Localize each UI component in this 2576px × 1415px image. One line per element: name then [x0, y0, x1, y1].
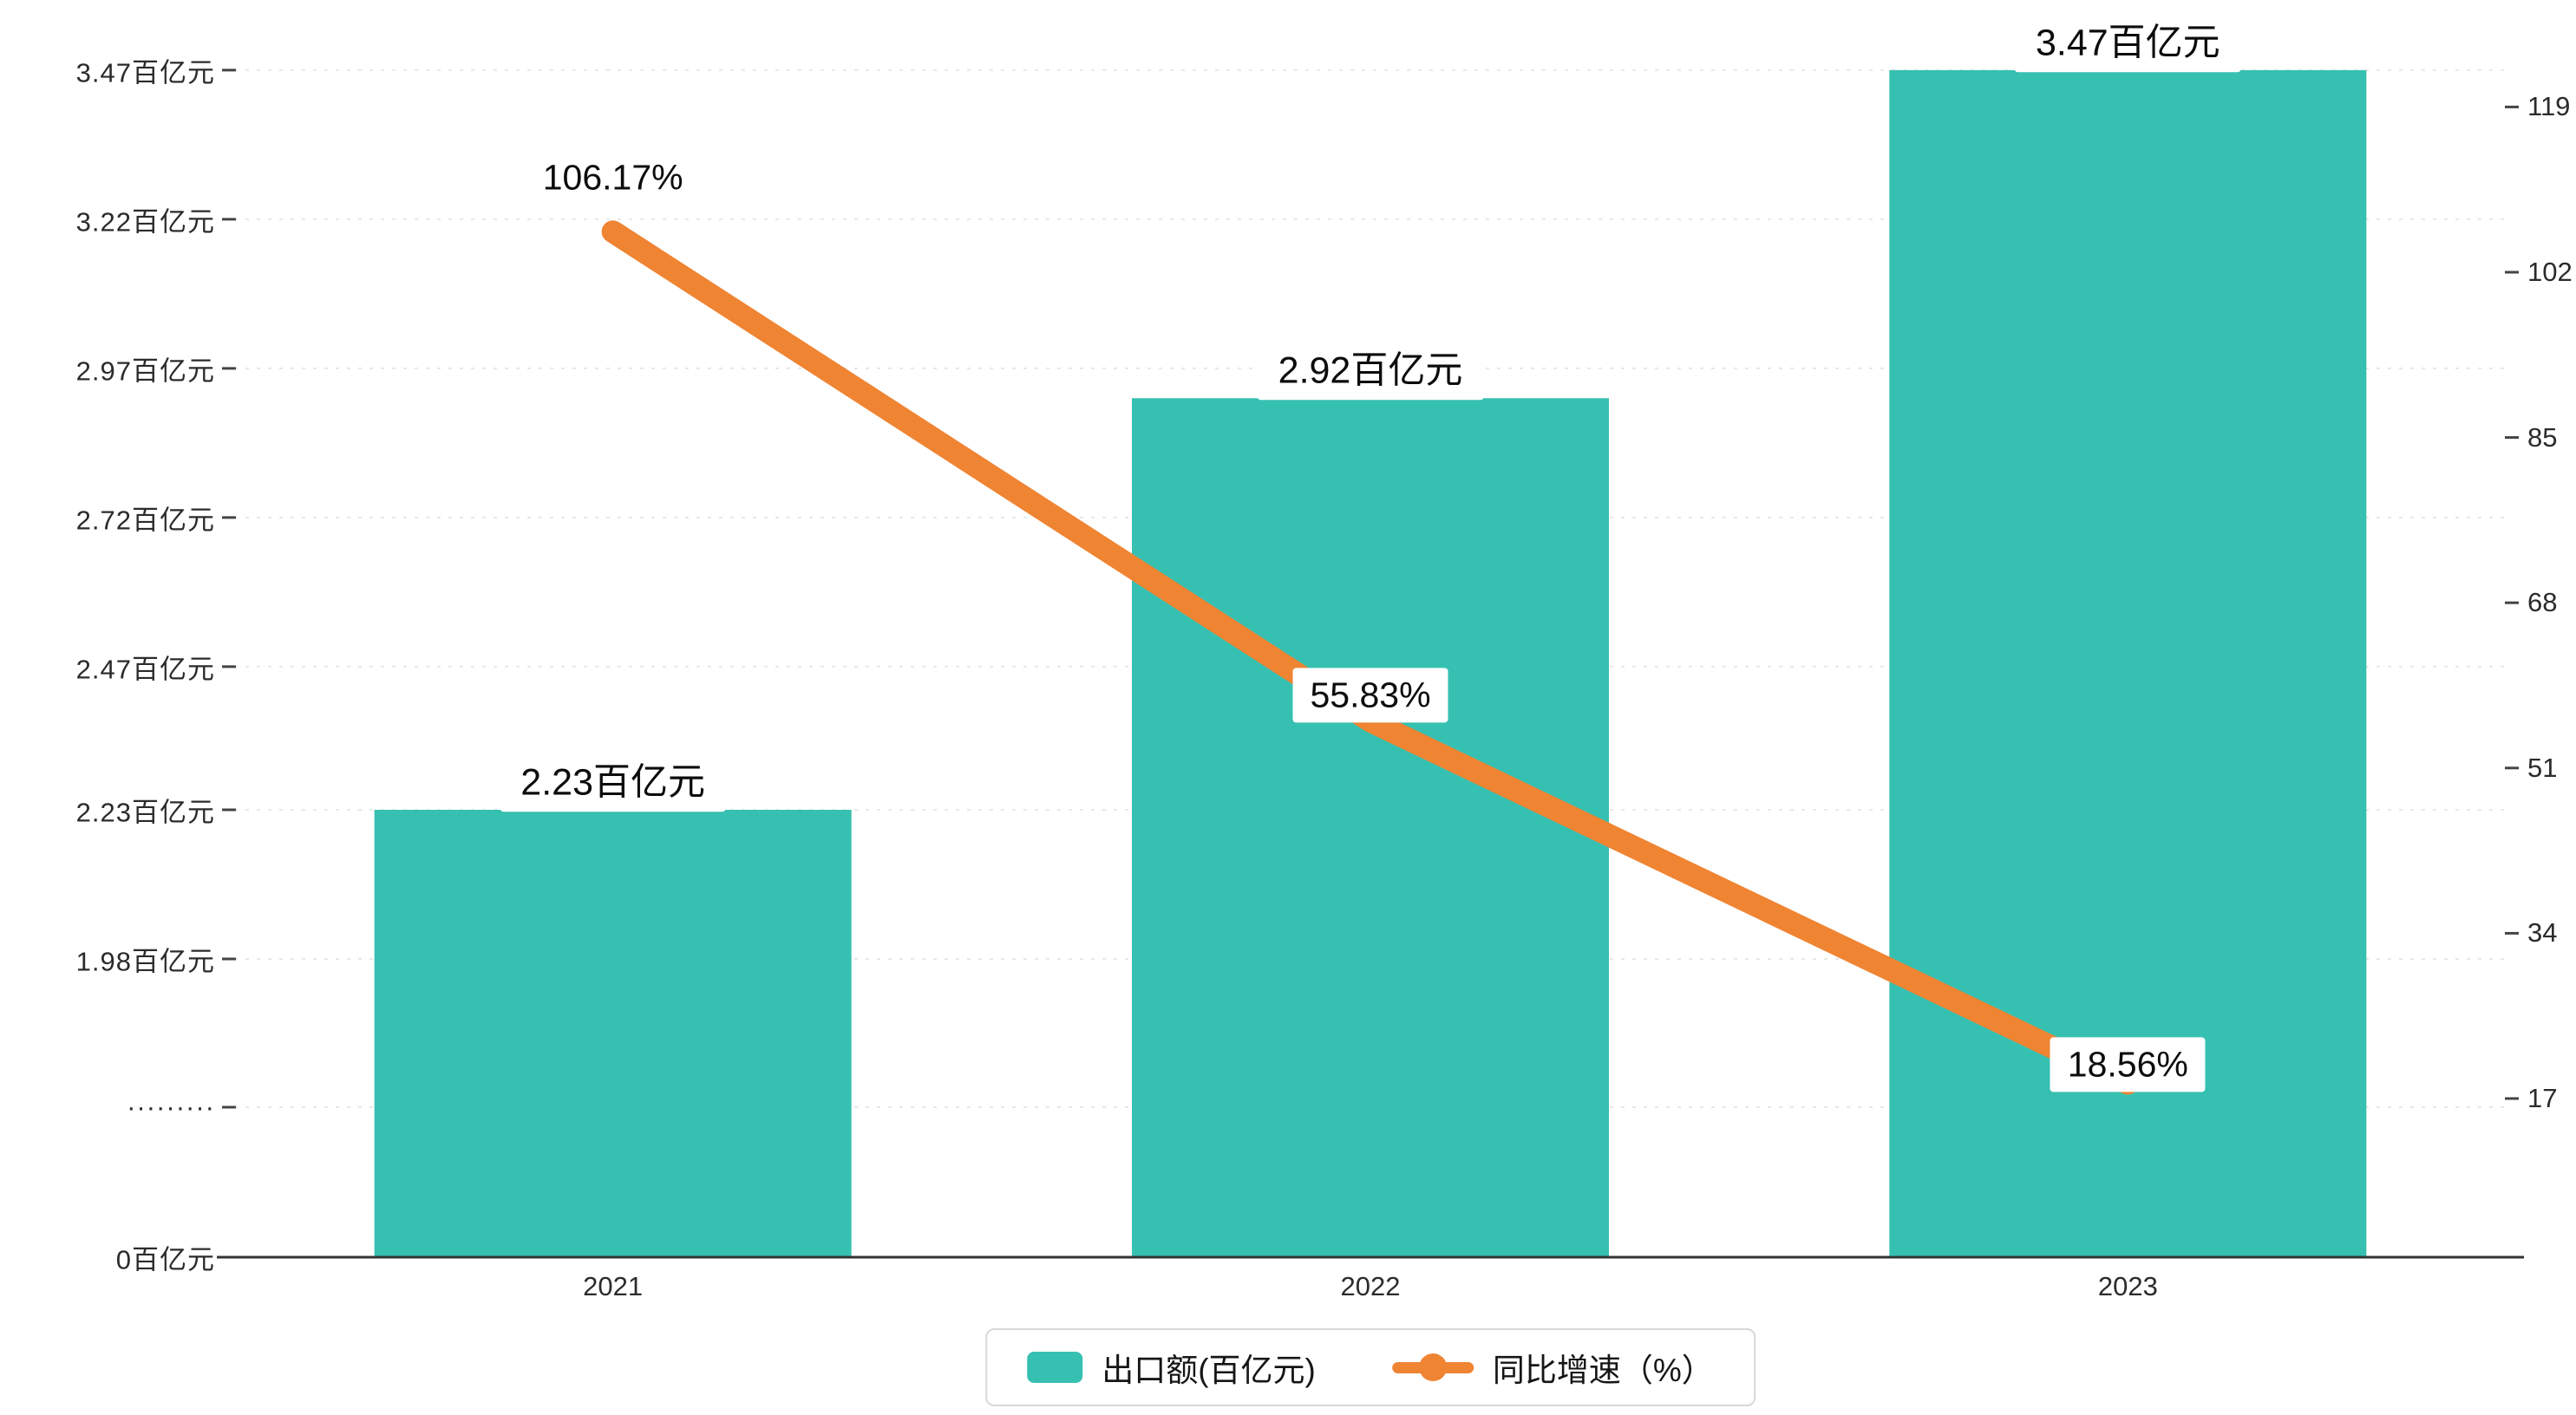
bar-value-label: 2.92百亿元 — [1257, 342, 1484, 401]
y-axis-right-label: 17 — [2527, 1083, 2558, 1113]
y-axis-left-label: 2.23百亿元 — [75, 797, 215, 828]
legend-label-growth: 同比增速（%） — [1492, 1353, 1714, 1388]
x-axis-label-2021: 2021 — [583, 1271, 644, 1301]
bar-value-label: 3.47百亿元 — [2014, 15, 2241, 72]
legend: 出口额(百亿元) 同比增速（%） — [985, 1328, 1755, 1406]
line-series-swatch-icon — [1391, 1352, 1474, 1383]
growth-value-label: 55.83% — [1292, 668, 1448, 723]
legend-item-growth[interactable]: 同比增速（%） — [1391, 1344, 1714, 1391]
y-axis-break-label: ········· — [127, 1092, 215, 1122]
y-axis-zero-label: 0百亿元 — [115, 1244, 215, 1275]
line-point-icon — [1418, 1353, 1447, 1381]
y-axis-left-label: 2.97百亿元 — [75, 355, 215, 387]
y-axis-right-label: 85 — [2527, 421, 2558, 453]
growth-value-label: 106.17% — [525, 150, 701, 205]
y-axis-left-label: 2.47百亿元 — [75, 654, 215, 685]
y-axis-left-label: 3.22百亿元 — [75, 206, 215, 238]
growth-value-label: 18.56% — [2050, 1036, 2206, 1092]
legend-label-export: 出口额(百亿元) — [1102, 1353, 1316, 1388]
y-axis-right-label: 51 — [2527, 752, 2558, 783]
y-axis-right-label: 119 — [2527, 91, 2571, 122]
y-axis-right-label: 34 — [2527, 917, 2558, 949]
bar-2022[interactable] — [1132, 398, 1609, 1257]
bar-series-swatch-icon — [1027, 1352, 1083, 1383]
x-axis-label-2023: 2023 — [2097, 1271, 2158, 1301]
y-axis-left-label: 3.47百亿元 — [75, 57, 215, 88]
y-axis-right-label: 68 — [2527, 587, 2558, 618]
bar-value-label: 2.23百亿元 — [500, 754, 727, 812]
bar-2021[interactable] — [374, 810, 852, 1257]
y-axis-left-label: 2.72百亿元 — [75, 505, 215, 536]
y-axis-left-label: 1.98百亿元 — [75, 946, 215, 977]
x-axis-label-2022: 2022 — [1340, 1271, 1401, 1301]
legend-item-export[interactable]: 出口额(百亿元) — [1027, 1344, 1316, 1391]
y-axis-right-label: 102 — [2527, 256, 2573, 287]
